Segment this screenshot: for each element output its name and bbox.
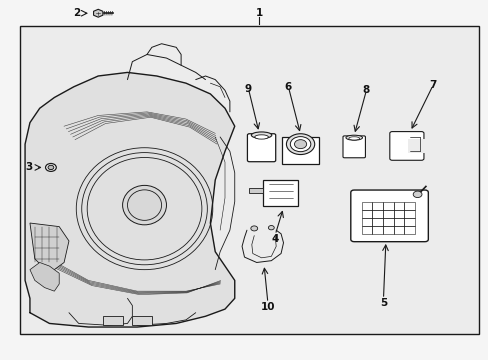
Ellipse shape [48, 165, 54, 170]
Bar [132, 316, 152, 325]
Bar [404, 210, 414, 218]
Ellipse shape [254, 135, 268, 139]
Ellipse shape [290, 136, 310, 152]
Bar [407, 139, 427, 153]
Ellipse shape [250, 226, 257, 231]
FancyBboxPatch shape [342, 136, 365, 158]
Text: 4: 4 [271, 234, 278, 244]
Bar [382, 218, 393, 226]
Bar [404, 218, 414, 226]
Text: 9: 9 [244, 84, 251, 94]
Text: 5: 5 [379, 298, 386, 308]
Ellipse shape [348, 137, 359, 140]
Ellipse shape [122, 185, 166, 225]
Bar [103, 316, 122, 325]
Bar [393, 218, 404, 226]
Ellipse shape [268, 226, 274, 230]
Bar [361, 210, 371, 218]
Bar [404, 226, 414, 234]
Polygon shape [30, 262, 59, 291]
Ellipse shape [412, 191, 421, 198]
Bar [371, 210, 382, 218]
Bar [393, 210, 404, 218]
Text: 7: 7 [428, 80, 436, 90]
FancyBboxPatch shape [389, 132, 423, 160]
Bar [361, 218, 371, 226]
Bar [371, 202, 382, 210]
Bar [371, 226, 382, 234]
Bar [371, 218, 382, 226]
FancyBboxPatch shape [350, 190, 427, 242]
Bar [382, 226, 393, 234]
Text: 8: 8 [362, 85, 369, 95]
Ellipse shape [286, 134, 314, 154]
Bar [361, 226, 371, 234]
Bar [282, 137, 319, 164]
Polygon shape [30, 223, 69, 273]
Bar [361, 202, 371, 210]
Text: 6: 6 [284, 82, 291, 92]
Bar [249, 188, 263, 193]
Bar [382, 202, 393, 210]
Text: 10: 10 [260, 302, 275, 312]
Text: 1: 1 [255, 8, 262, 18]
Ellipse shape [345, 135, 362, 140]
Bar [393, 226, 404, 234]
Bar [20, 26, 478, 334]
Bar [393, 202, 404, 210]
Text: 2: 2 [73, 8, 80, 18]
FancyBboxPatch shape [247, 134, 275, 162]
Bar [404, 202, 414, 210]
Polygon shape [25, 72, 234, 327]
Ellipse shape [251, 132, 271, 138]
Bar [382, 210, 393, 218]
Bar [262, 180, 297, 206]
Text: 3: 3 [25, 162, 33, 172]
Ellipse shape [294, 140, 306, 149]
Ellipse shape [45, 163, 56, 171]
